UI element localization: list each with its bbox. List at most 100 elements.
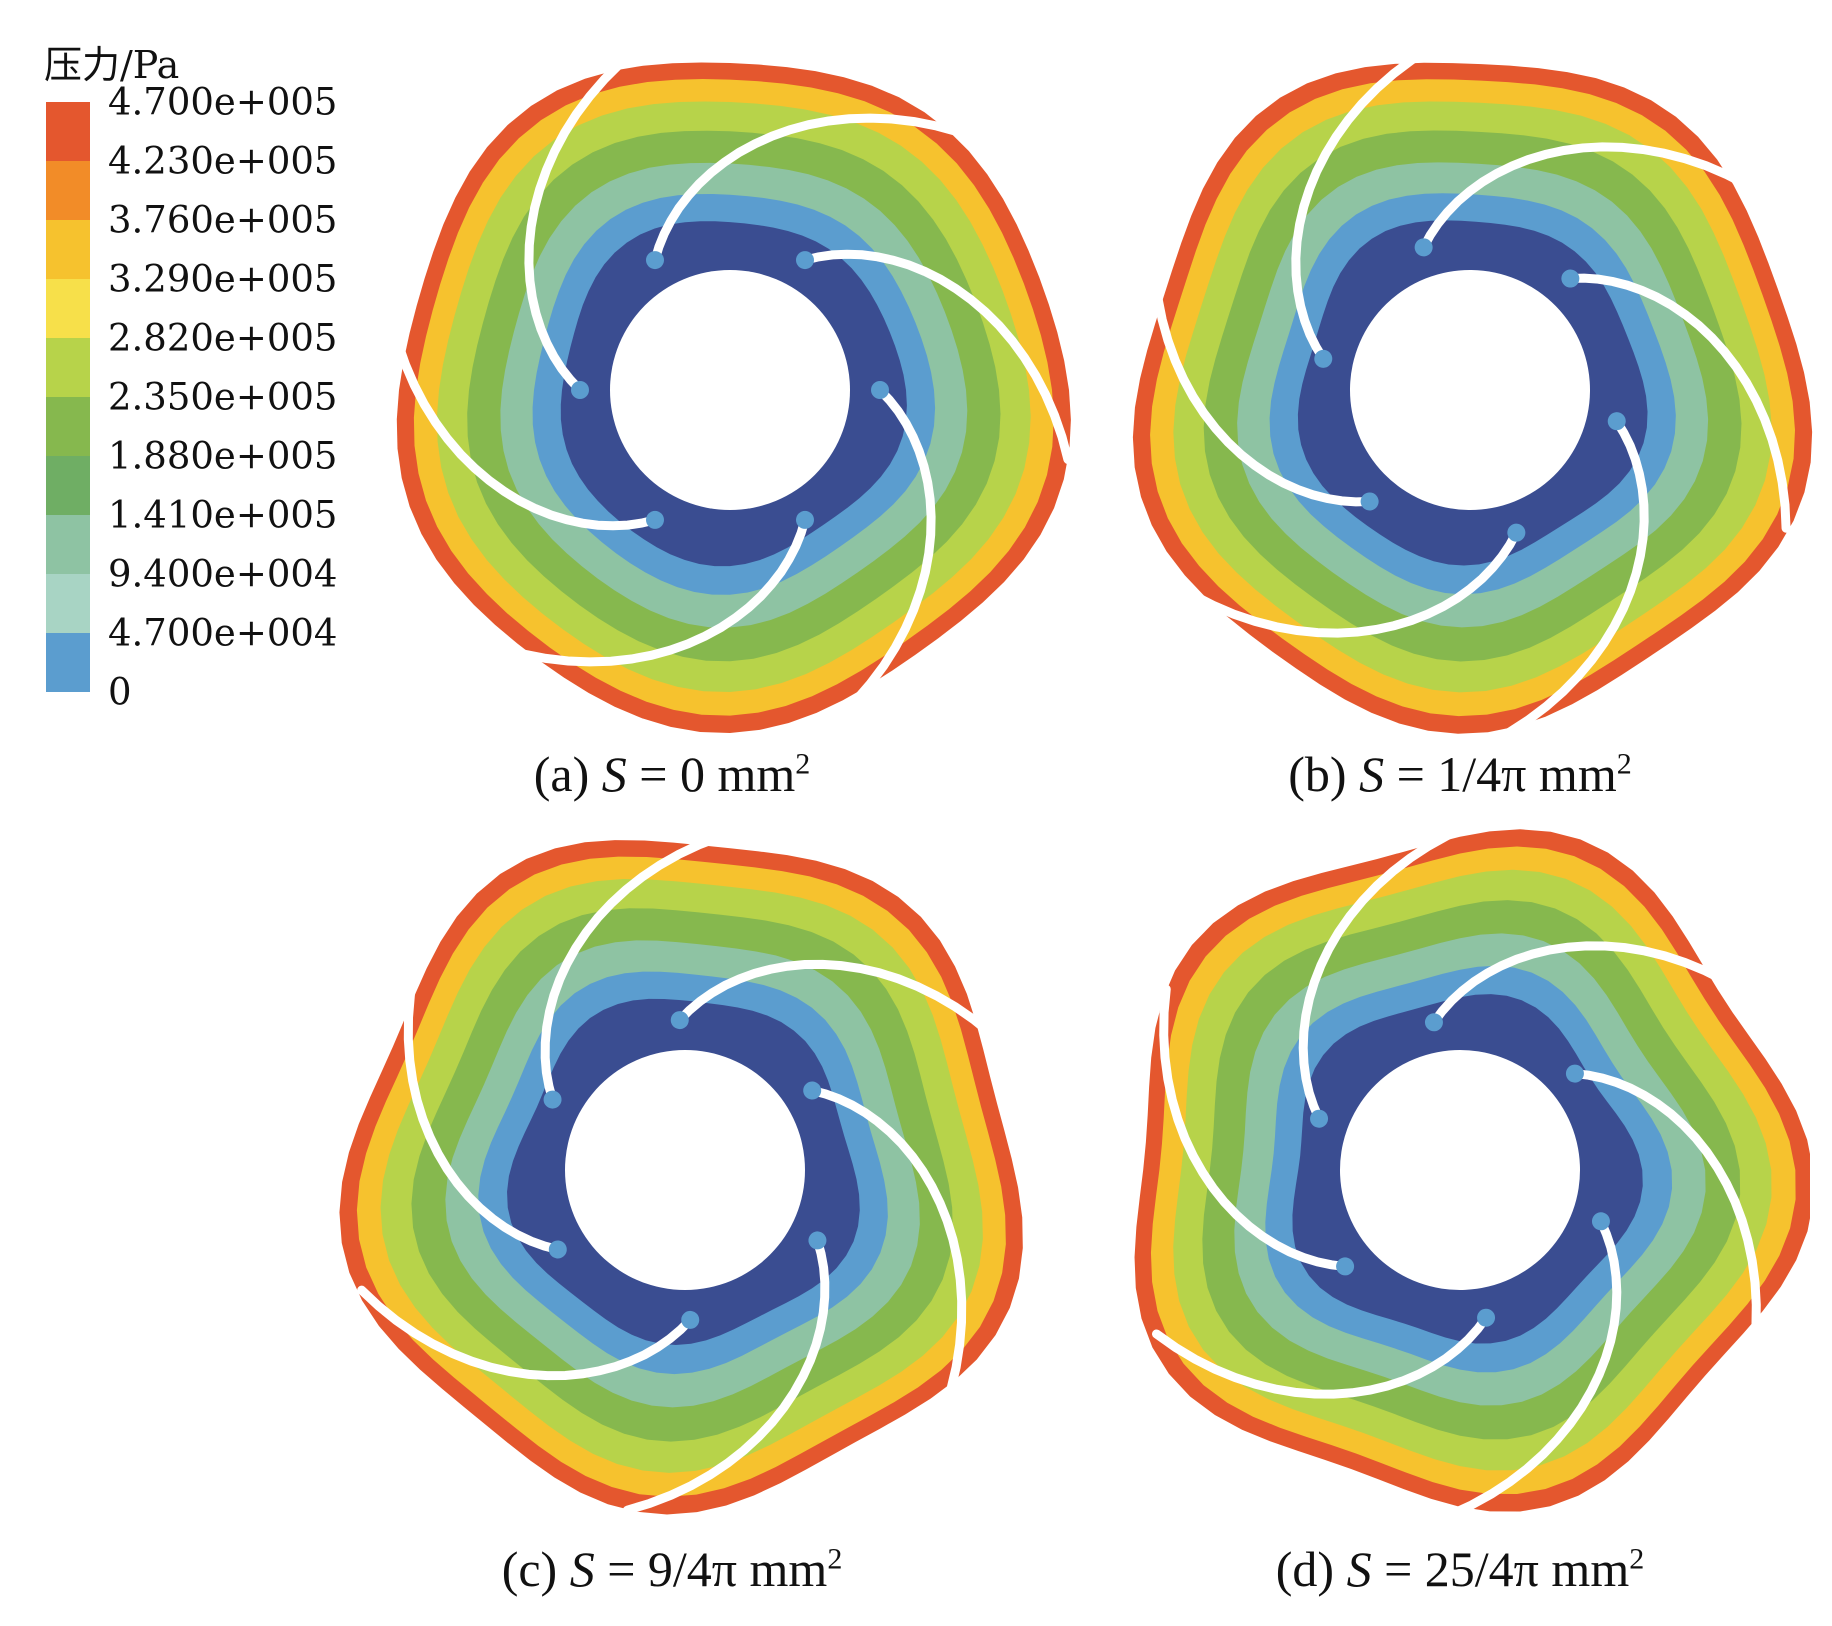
impeller-blade	[387, 316, 660, 531]
caption-d-label: (d)	[1275, 1541, 1347, 1597]
impeller-contour-b	[1132, 42, 1813, 738]
caption-b: (b) S = 1/4π mm2	[1288, 745, 1631, 803]
legend-swatch	[46, 279, 90, 338]
legend-swatch	[46, 574, 90, 633]
impeller-blade	[622, 1235, 830, 1515]
caption-a-expr: = 0 mm	[626, 746, 796, 802]
legend-tick-label: 1.880e+005	[108, 434, 338, 478]
blade-hole	[1507, 523, 1526, 542]
legend-title: 压力/Pa	[44, 43, 180, 87]
caption-d-exp: 2	[1629, 1542, 1645, 1576]
impeller-hub	[1340, 1050, 1580, 1290]
caption-a-exp: 2	[795, 747, 811, 781]
blade-hole	[796, 510, 814, 529]
legend-tick-label: 4.230e+005	[108, 139, 338, 183]
caption-a-var: S	[601, 746, 627, 802]
impeller-blade	[524, 58, 626, 395]
blade-hole	[646, 251, 664, 270]
impeller-blade	[1419, 142, 1753, 252]
impeller-body	[339, 825, 1023, 1515]
impeller-hub	[1350, 270, 1590, 510]
legend-tick-label: 3.760e+005	[108, 198, 338, 242]
caption-c-var: S	[569, 1541, 595, 1597]
caption-c-expr: = 9/4π mm	[594, 1541, 828, 1597]
blade-hole	[1414, 238, 1433, 257]
impeller-contour-a	[387, 58, 1073, 733]
legend-tick-label: 9.400e+004	[108, 552, 338, 596]
legend-tick-label: 1.410e+005	[108, 493, 338, 537]
impeller-blade	[1565, 273, 1791, 533]
blade-hole	[1591, 1212, 1610, 1231]
blade-hole	[1360, 492, 1379, 511]
blade-hole	[803, 1081, 822, 1100]
impeller-blade	[1152, 1313, 1491, 1399]
blade-hole	[548, 1240, 567, 1259]
caption-b-var: S	[1359, 746, 1385, 802]
caption-c-exp: 2	[827, 1542, 843, 1576]
impeller-body	[1134, 820, 1810, 1520]
legend-tick-label: 4.700e+005	[108, 80, 338, 124]
blade-hole	[1336, 1257, 1355, 1276]
blade-hole	[808, 1231, 827, 1250]
caption-b-exp: 2	[1616, 747, 1632, 781]
impeller-blade	[1570, 1069, 1761, 1356]
caption-d-expr: = 25/4π mm	[1371, 1541, 1630, 1597]
impeller-blade	[1298, 820, 1475, 1124]
blade-hole	[796, 251, 814, 270]
blade-hole	[1565, 1064, 1584, 1083]
impeller-blade	[1445, 1216, 1622, 1520]
legend-tick-label: 3.290e+005	[108, 257, 338, 301]
blade-hole	[571, 381, 589, 399]
legend-swatch	[46, 161, 90, 220]
pressure-legend: 压力/Pa 4.700e+005 4.230e+005 3.760e+005 3.29…	[30, 30, 337, 720]
impeller-blade	[800, 249, 1073, 464]
impeller-blade	[807, 1086, 967, 1395]
impeller-blade	[1429, 941, 1768, 1027]
legend-swatch	[46, 633, 90, 692]
blade-hole	[681, 1310, 700, 1329]
caption-a-label: (a)	[533, 746, 602, 802]
blade-hole	[1561, 269, 1580, 288]
blade-hole	[543, 1090, 562, 1109]
impeller-panel-c	[335, 820, 1035, 1520]
impeller-body	[387, 58, 1073, 733]
legend-swatch	[46, 515, 90, 574]
legend-swatch	[46, 220, 90, 279]
blade-hole	[1477, 1308, 1496, 1327]
legend-tick-label: 0	[108, 670, 132, 714]
impeller-body	[1132, 42, 1813, 738]
impeller-blade	[496, 515, 810, 667]
impeller-blade	[675, 959, 1013, 1055]
impeller-hub	[565, 1050, 805, 1290]
blade-hole	[670, 1011, 689, 1030]
legend-tick-label: 2.350e+005	[108, 375, 338, 419]
impeller-blade	[1291, 42, 1437, 364]
caption-d: (d) S = 25/4π mm2	[1276, 1540, 1644, 1598]
legend-tick-label: 2.820e+005	[108, 316, 338, 360]
legend-tick-label: 4.700e+004	[108, 611, 338, 655]
impeller-blade	[540, 825, 748, 1105]
impeller-blade	[1187, 528, 1521, 638]
impeller-blade	[403, 945, 563, 1254]
legend-swatch	[46, 456, 90, 515]
impeller-blade	[834, 385, 936, 722]
impeller-contour-c	[339, 825, 1023, 1515]
caption-b-expr: = 1/4π mm	[1384, 746, 1617, 802]
legend-colorbar	[46, 102, 90, 692]
caption-c: (c) S = 9/4π mm2	[502, 1540, 843, 1598]
impeller-blade	[1503, 416, 1649, 738]
caption-b-label: (b)	[1288, 746, 1360, 802]
blade-hole	[1607, 412, 1626, 431]
blade-hole	[1314, 349, 1333, 368]
impeller-contour-d	[1134, 820, 1810, 1520]
impeller-panel-d	[1110, 820, 1810, 1520]
blade-hole	[646, 510, 664, 529]
impeller-panel-b	[1120, 40, 1820, 740]
legend-swatch	[46, 102, 90, 161]
impeller-blade	[357, 1285, 695, 1381]
blade-hole	[1424, 1013, 1443, 1032]
caption-c-label: (c)	[501, 1541, 570, 1597]
impeller-blade	[650, 113, 964, 265]
impeller-panel-a	[380, 40, 1080, 740]
